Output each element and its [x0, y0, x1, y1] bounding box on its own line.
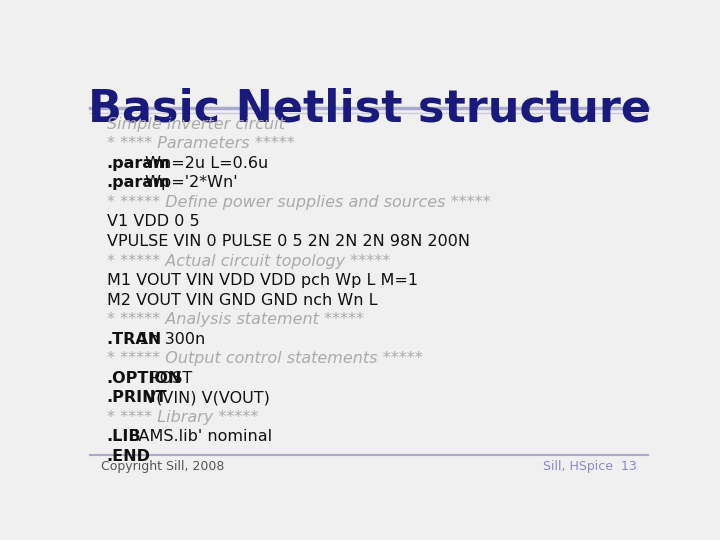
- Text: Basic Netlist structure: Basic Netlist structure: [88, 87, 650, 131]
- Text: Copyright Sill, 2008: Copyright Sill, 2008: [101, 461, 225, 474]
- Text: .END: .END: [107, 449, 150, 464]
- Text: Simple inverter circuit: Simple inverter circuit: [107, 117, 284, 132]
- Text: .LIB: .LIB: [107, 429, 141, 444]
- Text: .TRAN: .TRAN: [107, 332, 162, 347]
- Text: V(VIN) V(VOUT): V(VIN) V(VOUT): [140, 390, 269, 406]
- Text: Sill, HSpice  13: Sill, HSpice 13: [543, 461, 637, 474]
- Text: M1 VOUT VIN VDD VDD pch Wp L M=1: M1 VOUT VIN VDD VDD pch Wp L M=1: [107, 273, 418, 288]
- Text: .OPTION: .OPTION: [107, 371, 182, 386]
- Text: 1n 300n: 1n 300n: [134, 332, 205, 347]
- Text: * ***** Define power supplies and sources *****: * ***** Define power supplies and source…: [107, 195, 490, 210]
- Text: * ***** Analysis statement *****: * ***** Analysis statement *****: [107, 312, 364, 327]
- Text: M2 VOUT VIN GND GND nch Wn L: M2 VOUT VIN GND GND nch Wn L: [107, 293, 377, 308]
- Text: 'AMS.lib' nominal: 'AMS.lib' nominal: [129, 429, 271, 444]
- Text: .PRINT: .PRINT: [107, 390, 167, 406]
- Text: POST: POST: [145, 371, 192, 386]
- Text: * ***** Output control statements *****: * ***** Output control statements *****: [107, 352, 423, 366]
- Text: .param: .param: [107, 156, 171, 171]
- Text: * ***** Actual circuit topology *****: * ***** Actual circuit topology *****: [107, 254, 390, 268]
- Text: VPULSE VIN 0 PULSE 0 5 2N 2N 2N 98N 200N: VPULSE VIN 0 PULSE 0 5 2N 2N 2N 98N 200N: [107, 234, 469, 249]
- Text: * **** Parameters *****: * **** Parameters *****: [107, 136, 294, 151]
- Text: V1 VDD 0 5: V1 VDD 0 5: [107, 214, 199, 230]
- Text: .param: .param: [107, 176, 171, 191]
- Text: Wp='2*Wn': Wp='2*Wn': [140, 176, 237, 191]
- Text: Wn=2u L=0.6u: Wn=2u L=0.6u: [140, 156, 268, 171]
- Text: * **** Library *****: * **** Library *****: [107, 410, 258, 425]
